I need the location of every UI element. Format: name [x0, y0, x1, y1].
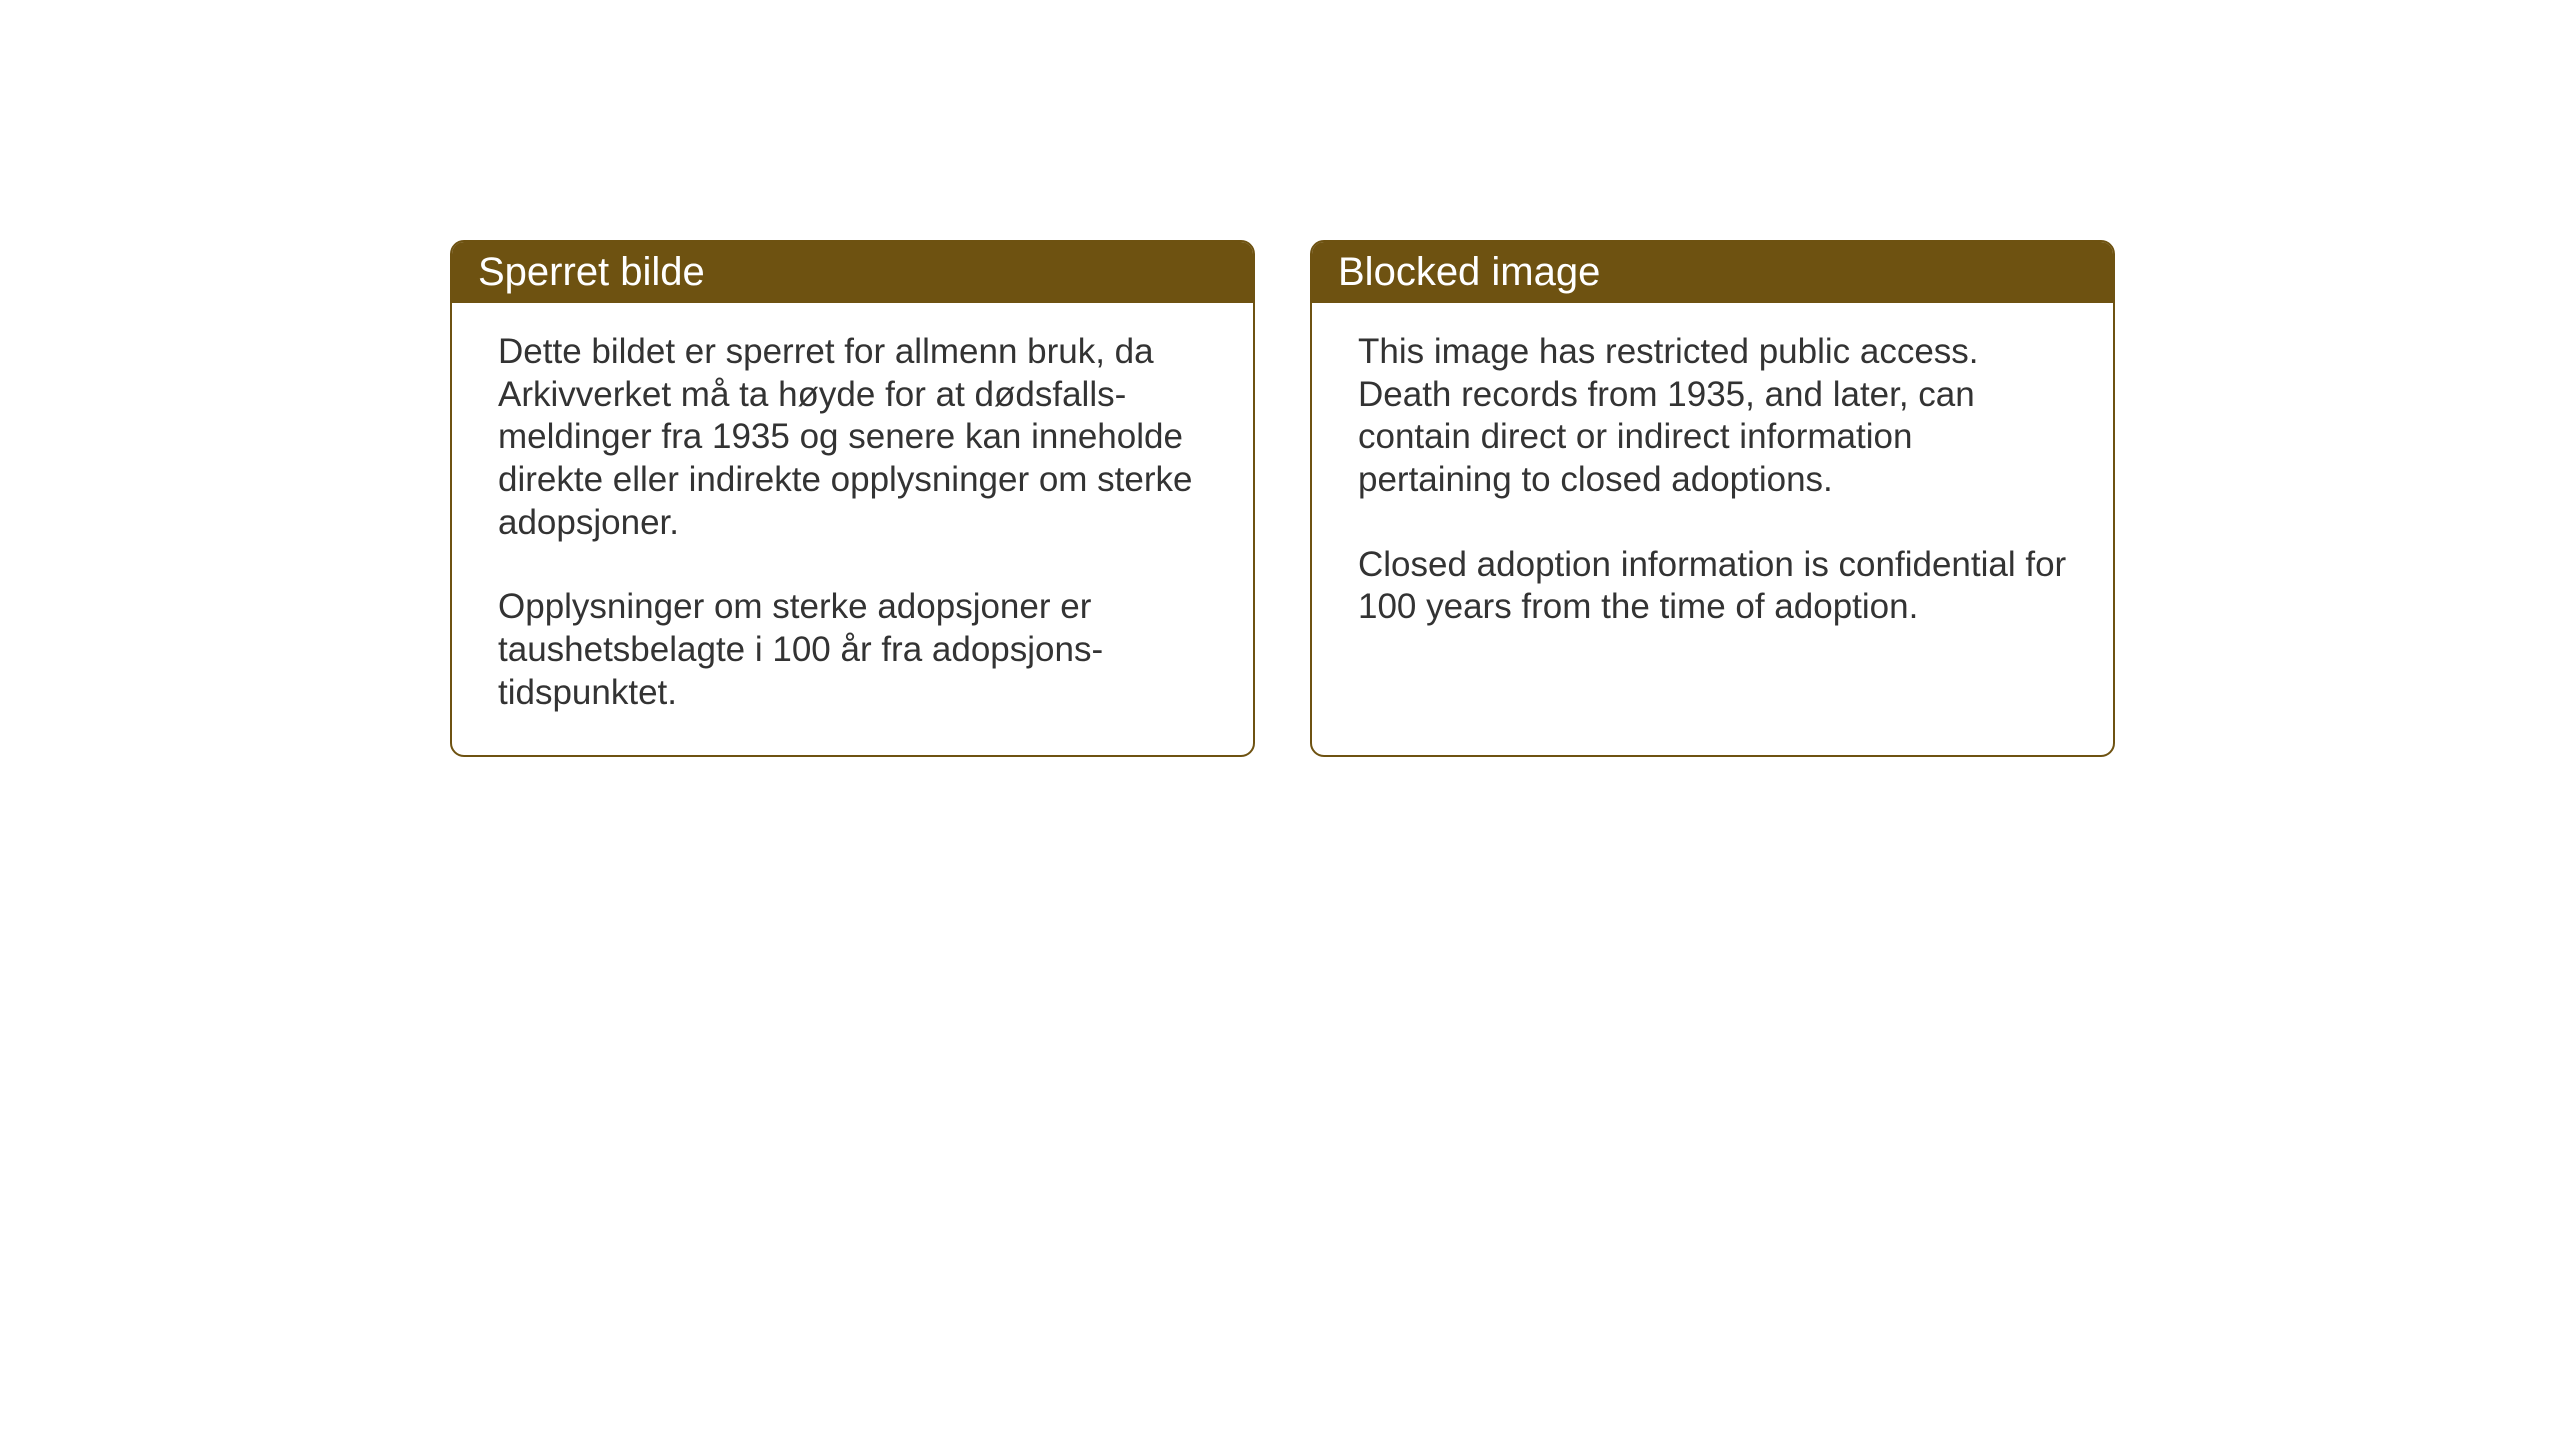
paragraph-1: Dette bildet er sperret for allmenn bruk…: [498, 331, 1207, 544]
card-title: Blocked image: [1338, 250, 1600, 294]
paragraph-2: Opplysninger om sterke adopsjoner er tau…: [498, 586, 1207, 714]
card-header-norwegian: Sperret bilde: [452, 242, 1253, 303]
card-body-english: This image has restricted public access.…: [1312, 303, 2113, 669]
notice-card-norwegian: Sperret bilde Dette bildet er sperret fo…: [450, 240, 1255, 757]
notice-card-english: Blocked image This image has restricted …: [1310, 240, 2115, 757]
notice-container: Sperret bilde Dette bildet er sperret fo…: [450, 240, 2115, 757]
paragraph-2: Closed adoption information is confident…: [1358, 544, 2067, 629]
paragraph-1: This image has restricted public access.…: [1358, 331, 2067, 502]
card-body-norwegian: Dette bildet er sperret for allmenn bruk…: [452, 303, 1253, 755]
card-header-english: Blocked image: [1312, 242, 2113, 303]
card-title: Sperret bilde: [478, 250, 705, 294]
